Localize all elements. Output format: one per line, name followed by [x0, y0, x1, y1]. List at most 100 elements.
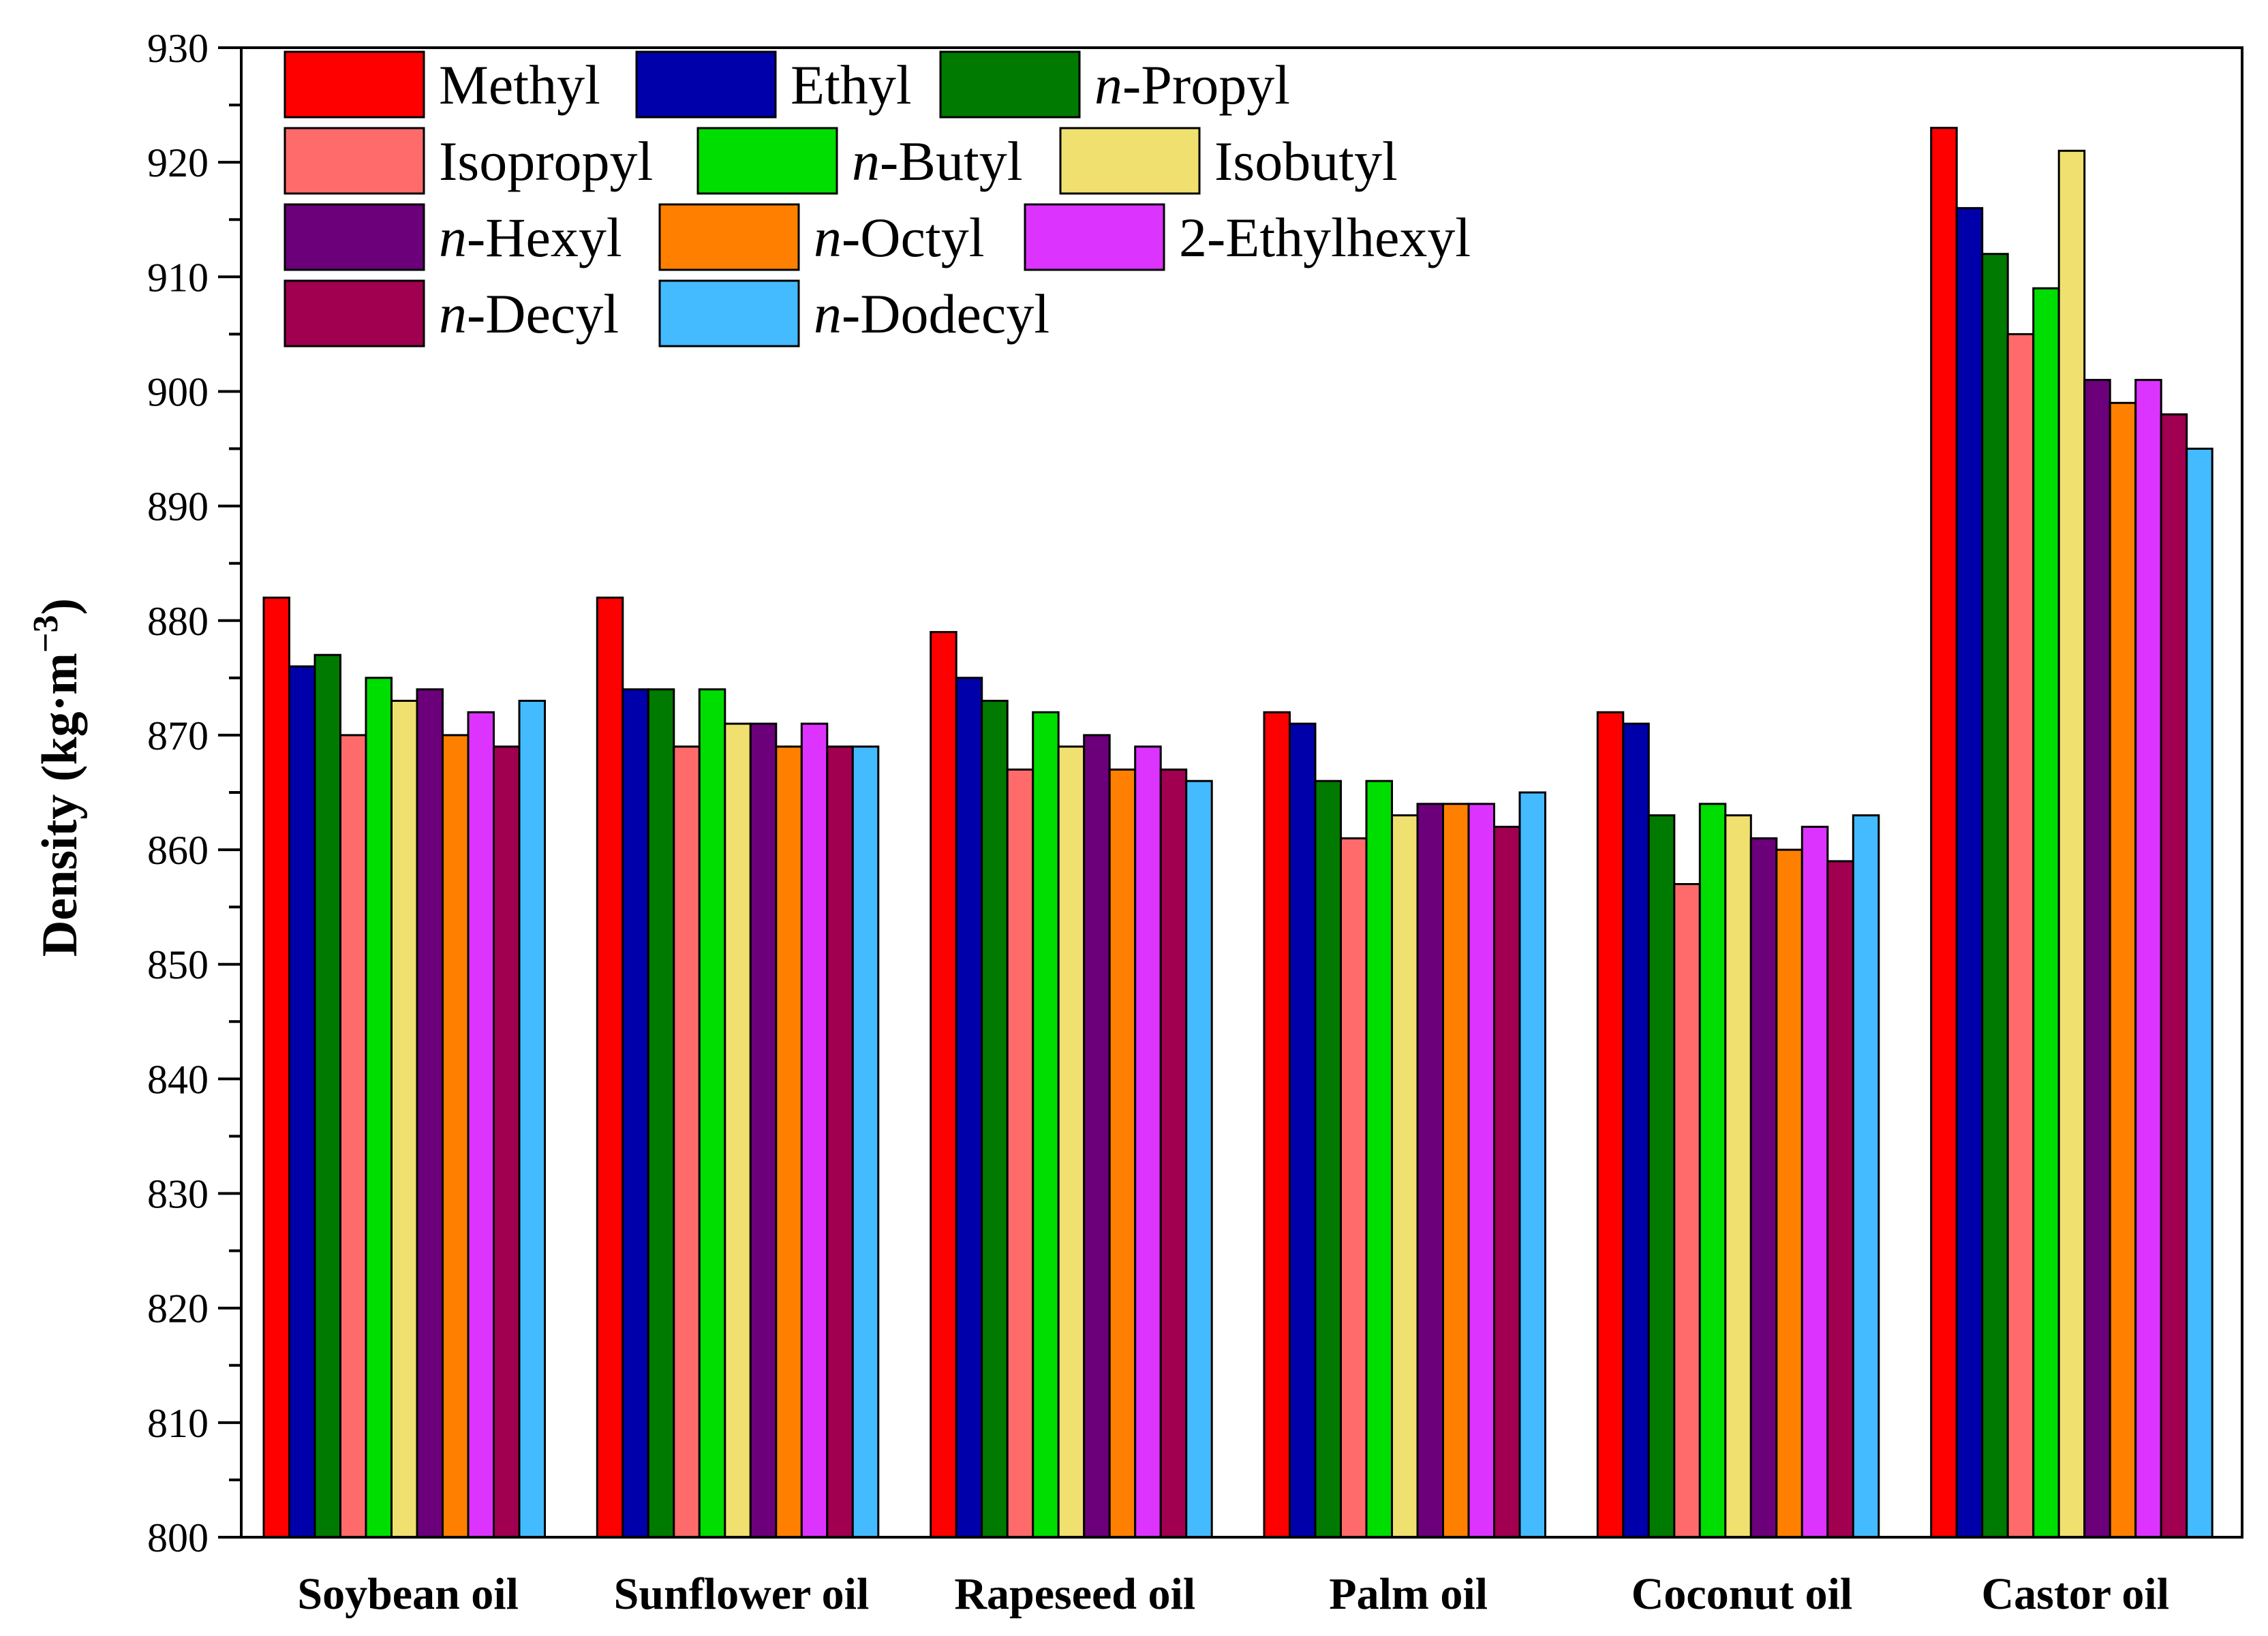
bar-coconut-oil-n-butyl: [1698, 803, 1727, 1539]
legend-swatch-n-decyl: [284, 279, 425, 348]
y-tick-label-900: 900: [147, 369, 209, 414]
bar-sunflower-oil-n-octyl: [775, 745, 803, 1539]
bar-castor-oil-ethyl: [1955, 206, 1984, 1539]
y-tick-label-830: 830: [147, 1172, 209, 1217]
y-tick-label-930: 930: [147, 26, 209, 71]
bar-rapeseed-oil-methyl: [930, 631, 957, 1539]
y-tick-label-890: 890: [147, 484, 209, 529]
legend: Methyl Ethyl n-Propyl Isopropyl n-Butyl Isobu…: [284, 50, 1471, 348]
bar-rapeseed-oil-n-dodecyl: [1185, 780, 1213, 1539]
legend-swatch-n-propyl: [939, 50, 1081, 119]
legend-swatch-methyl: [284, 50, 425, 119]
legend-swatch-isobutyl: [1059, 127, 1201, 195]
bar-coconut-oil-ethyl: [1622, 722, 1650, 1539]
bar-sunflower-oil-n-propyl: [647, 688, 675, 1539]
bars-layer: Soybean oil Sunflower oil Rapeseed oil Palm…: [262, 127, 2213, 1619]
bar-coconut-oil-n-decyl: [1826, 860, 1854, 1539]
bar-castor-oil-2-ethylhexyl: [2134, 379, 2162, 1539]
bar-soybean-oil-methyl: [262, 596, 290, 1539]
legend-label-n-dodecyl: n-Dodecyl: [814, 283, 1049, 345]
bar-soybean-oil-n-decyl: [493, 745, 521, 1539]
legend-swatch-n-octyl: [658, 203, 800, 271]
y-tick-label-850: 850: [147, 942, 209, 987]
y-tick-label-860: 860: [147, 828, 209, 873]
y-tick-label-870: 870: [147, 713, 209, 758]
legend-swatch-n-hexyl: [284, 203, 425, 271]
x-tick-label-coconut-oil: Coconut oil: [1631, 1569, 1853, 1619]
x-tick-label-rapeseed-oil: Rapeseed oil: [954, 1569, 1195, 1619]
bar-castor-oil-n-hexyl: [2083, 379, 2111, 1539]
bar-castor-oil-n-butyl: [2032, 287, 2060, 1539]
y-tick-label-810: 810: [147, 1401, 209, 1446]
x-tick-label-castor-oil: Castor oil: [1981, 1569, 2169, 1619]
bar-palm-oil-n-decyl: [1493, 825, 1521, 1539]
y-tick-label-800: 800: [147, 1515, 209, 1560]
legend-swatch-n-dodecyl: [658, 279, 800, 348]
legend-swatch-ethyl: [635, 50, 777, 119]
y-tick-label-910: 910: [147, 255, 209, 300]
bar-palm-oil-n-dodecyl: [1518, 791, 1546, 1539]
bar-castor-oil-n-dodecyl: [2186, 448, 2213, 1539]
bar-rapeseed-oil-n-propyl: [981, 700, 1009, 1539]
legend-label-n-decyl: n-Decyl: [439, 283, 619, 345]
bar-rapeseed-oil-n-hexyl: [1083, 734, 1111, 1539]
bar-sunflower-oil-isobutyl: [724, 722, 752, 1539]
bar-coconut-oil-n-dodecyl: [1852, 814, 1880, 1539]
x-tick-label-soybean-oil: Soybean oil: [297, 1569, 519, 1619]
bar-soybean-oil-isobutyl: [390, 700, 418, 1539]
bar-rapeseed-oil-isopropyl: [1006, 768, 1035, 1539]
bar-rapeseed-oil-ethyl: [955, 677, 983, 1539]
x-tick-label-sunflower-oil: Sunflower oil: [614, 1569, 870, 1619]
y-tick-label-880: 880: [147, 599, 209, 644]
legend-label-n-butyl: n-Butyl: [852, 130, 1023, 192]
bar-sunflower-oil-n-hexyl: [749, 722, 778, 1539]
bar-soybean-oil-n-hexyl: [416, 688, 444, 1539]
bar-coconut-oil-n-propyl: [1647, 814, 1676, 1539]
legend-swatch-n-butyl: [696, 127, 838, 195]
bar-palm-oil-isopropyl: [1340, 837, 1368, 1539]
y-axis-title: Density (kg·m−3): [27, 598, 88, 957]
bar-soybean-oil-isopropyl: [339, 734, 367, 1539]
bar-palm-oil-methyl: [1263, 711, 1291, 1539]
bar-palm-oil-n-octyl: [1442, 803, 1470, 1539]
y-tick-label-920: 920: [147, 140, 209, 185]
bar-palm-oil-n-butyl: [1365, 780, 1393, 1539]
bar-palm-oil-n-propyl: [1314, 780, 1342, 1539]
bar-sunflower-oil-n-dodecyl: [851, 745, 880, 1539]
bar-castor-oil-n-octyl: [2109, 401, 2137, 1539]
bar-castor-oil-isopropyl: [2006, 333, 2035, 1539]
legend-swatch-2-ethylhexyl: [1024, 203, 1165, 271]
legend-label-ethyl: Ethyl: [791, 54, 912, 116]
bar-palm-oil-n-hexyl: [1416, 803, 1444, 1539]
bar-palm-oil-ethyl: [1289, 722, 1317, 1539]
bar-soybean-oil-n-octyl: [442, 734, 470, 1539]
bar-soybean-oil-n-butyl: [365, 677, 393, 1539]
bar-castor-oil-n-decyl: [2160, 413, 2188, 1539]
legend-label-2-ethylhexyl: 2-Ethylhexyl: [1179, 206, 1471, 268]
bar-soybean-oil-2-ethylhexyl: [467, 711, 495, 1539]
legend-label-isobutyl: Isobutyl: [1214, 130, 1398, 192]
bar-sunflower-oil-n-butyl: [698, 688, 726, 1539]
legend-label-n-octyl: n-Octyl: [814, 206, 984, 268]
bar-sunflower-oil-2-ethylhexyl: [800, 722, 829, 1539]
bar-sunflower-oil-isopropyl: [673, 745, 701, 1539]
bar-coconut-oil-isopropyl: [1673, 883, 1701, 1539]
bar-rapeseed-oil-n-decyl: [1159, 768, 1188, 1539]
bar-soybean-oil-n-dodecyl: [518, 700, 546, 1539]
axes-layer: 800 810 820 830 840 850 860 870 880 890 900 910 920 9…: [147, 26, 2243, 1560]
bar-soybean-oil-n-propyl: [313, 653, 341, 1539]
legend-label-n-propyl: n-Propyl: [1094, 54, 1290, 116]
bar-rapeseed-oil-n-octyl: [1108, 768, 1137, 1539]
bar-soybean-oil-ethyl: [288, 665, 316, 1539]
bar-sunflower-oil-methyl: [596, 596, 624, 1539]
bar-rapeseed-oil-2-ethylhexyl: [1134, 745, 1162, 1539]
bar-castor-oil-isobutyl: [2057, 149, 2086, 1539]
bar-sunflower-oil-ethyl: [622, 688, 649, 1539]
x-tick-label-palm-oil: Palm oil: [1329, 1569, 1488, 1619]
bar-rapeseed-oil-isobutyl: [1057, 745, 1086, 1539]
bar-sunflower-oil-n-decyl: [826, 745, 854, 1539]
bar-castor-oil-n-propyl: [1981, 253, 2009, 1539]
bar-coconut-oil-n-octyl: [1775, 848, 1803, 1539]
bar-coconut-oil-n-hexyl: [1749, 837, 1778, 1539]
